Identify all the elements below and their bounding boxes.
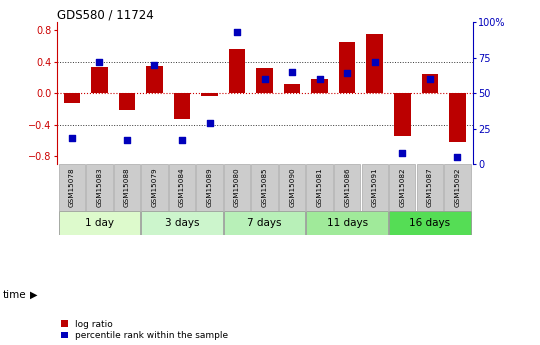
Point (205, 120, 214, 126)
Bar (256, 68, 273, 93)
Legend: log ratio, percentile rank within the sample: log ratio, percentile rank within the sa… (61, 320, 228, 341)
Text: 16 days: 16 days (409, 218, 450, 228)
Point (370, 59, 379, 65)
Point (68, 136, 76, 141)
Point (288, 69, 296, 75)
Bar (141, 164, 168, 211)
Bar (201, 93, 218, 96)
Text: GSM15092: GSM15092 (454, 168, 461, 207)
Point (398, 150, 407, 155)
Bar (59, 164, 85, 211)
Text: GSM15087: GSM15087 (427, 168, 433, 207)
Bar (86, 164, 113, 211)
Bar (119, 93, 135, 110)
Text: 3 days: 3 days (165, 218, 199, 228)
Point (426, 76, 434, 82)
Text: 1 day: 1 day (85, 218, 114, 228)
Bar (339, 42, 355, 93)
Bar (307, 164, 333, 211)
Text: GSM15085: GSM15085 (261, 168, 268, 207)
Text: GSM15078: GSM15078 (69, 168, 75, 207)
Bar (279, 164, 305, 211)
Bar (416, 164, 443, 211)
Bar (141, 211, 222, 235)
Text: 11 days: 11 days (327, 218, 368, 228)
Text: GSM15079: GSM15079 (151, 168, 158, 207)
Bar (389, 164, 415, 211)
Text: GSM15081: GSM15081 (316, 168, 323, 207)
Bar (169, 164, 195, 211)
Bar (361, 164, 388, 211)
Text: GSM15086: GSM15086 (344, 168, 350, 207)
Bar (444, 164, 470, 211)
Point (453, 154, 462, 159)
Bar (252, 164, 278, 211)
Bar (422, 73, 438, 93)
Text: time: time (3, 290, 26, 300)
Bar (229, 49, 245, 93)
Text: ▶: ▶ (30, 290, 38, 300)
Bar (394, 93, 410, 136)
Bar (91, 67, 107, 93)
Text: GSM15083: GSM15083 (96, 168, 103, 207)
Point (233, 30, 241, 35)
Bar (307, 211, 388, 235)
Point (95, 59, 104, 65)
Bar (224, 211, 305, 235)
Bar (197, 164, 222, 211)
Bar (114, 164, 140, 211)
Text: GSM15090: GSM15090 (289, 168, 295, 207)
Point (343, 71, 352, 76)
Bar (334, 164, 360, 211)
Text: GSM15084: GSM15084 (179, 168, 185, 207)
Bar (449, 93, 465, 142)
Bar (284, 84, 300, 93)
Bar (312, 79, 328, 93)
Text: GSM15088: GSM15088 (124, 168, 130, 207)
Text: GSM15089: GSM15089 (206, 168, 213, 207)
Text: 7 days: 7 days (247, 218, 282, 228)
Bar (146, 67, 163, 93)
Bar (389, 211, 470, 235)
Point (260, 76, 269, 82)
Text: GSM15080: GSM15080 (234, 168, 240, 207)
Bar (59, 211, 140, 235)
Bar (224, 164, 250, 211)
Point (123, 137, 131, 142)
Text: GSM15091: GSM15091 (372, 168, 378, 207)
Bar (174, 93, 190, 119)
Point (150, 62, 159, 68)
Text: GDS580 / 11724: GDS580 / 11724 (57, 8, 153, 21)
Bar (64, 93, 80, 104)
Text: GSM15082: GSM15082 (399, 168, 406, 207)
Point (315, 76, 324, 82)
Bar (367, 34, 383, 93)
Point (178, 137, 186, 142)
